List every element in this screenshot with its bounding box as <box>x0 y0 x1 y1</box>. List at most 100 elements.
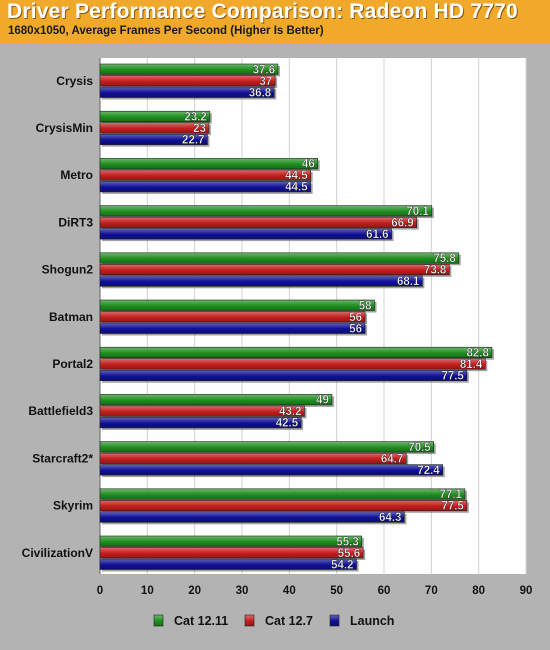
value-label: 77.5 <box>441 371 464 383</box>
bar <box>99 464 443 476</box>
chart-header: Driver Performance Comparison: Radeon HD… <box>0 0 550 44</box>
value-label: 77.1 <box>440 489 463 501</box>
bar <box>99 299 375 311</box>
value-label: 68.1 <box>397 276 420 288</box>
bar <box>99 228 392 240</box>
bar <box>99 452 407 464</box>
bar <box>99 499 468 512</box>
bar <box>99 394 333 406</box>
bar <box>99 169 311 181</box>
legend-swatch <box>244 614 255 627</box>
bar <box>99 369 468 382</box>
value-label: 66.9 <box>391 217 413 229</box>
x-tick-label: 50 <box>330 585 343 597</box>
value-label: 37.6 <box>253 64 275 76</box>
category-label: Batman <box>49 310 93 324</box>
bar <box>99 511 405 523</box>
bar <box>99 158 319 170</box>
value-label: 22.7 <box>182 135 204 147</box>
value-label: 72.4 <box>417 465 440 477</box>
value-label: 58 <box>359 300 372 312</box>
bar <box>99 488 466 500</box>
legend: Cat 12.11 Cat 12.7 Launch <box>153 614 394 628</box>
bar <box>99 75 276 87</box>
category-label: Starcraft2* <box>32 451 93 465</box>
value-label: 82.8 <box>467 348 490 360</box>
bar <box>99 216 417 228</box>
value-label: 55.6 <box>338 548 360 560</box>
value-label: 23 <box>193 123 206 135</box>
bar <box>99 205 433 217</box>
value-label: 70.5 <box>408 442 431 454</box>
bar <box>99 311 366 323</box>
value-label: 64.3 <box>379 512 401 524</box>
category-label: Portal2 <box>52 357 93 371</box>
bar <box>99 441 435 453</box>
category-label: CrysisMin <box>36 121 93 135</box>
legend-swatch <box>153 614 164 627</box>
x-tick-label: 70 <box>425 585 438 597</box>
x-tick-label: 30 <box>236 585 249 597</box>
bar <box>99 86 275 98</box>
value-label: 73.8 <box>424 265 447 277</box>
category-label: DiRT3 <box>58 215 93 229</box>
chart-title: Driver Performance Comparison: Radeon HD… <box>7 0 518 23</box>
bar <box>99 547 364 559</box>
bar <box>99 358 486 370</box>
value-label: 23.2 <box>184 112 206 124</box>
value-label: 46 <box>302 159 315 171</box>
value-label: 43.2 <box>279 406 301 418</box>
x-tick-labels: 0 10 20 30 40 50 60 70 80 90 <box>97 585 533 597</box>
value-labels: 37.63736.823.22322.74644.544.570.166.961… <box>182 64 490 571</box>
value-label: 61.6 <box>366 229 388 241</box>
category-label: Metro <box>60 168 93 182</box>
bar <box>99 405 305 417</box>
value-label: 56 <box>349 323 362 335</box>
value-label: 44.5 <box>285 170 308 182</box>
category-label: Shogun2 <box>42 263 94 277</box>
value-label: 56 <box>349 312 362 324</box>
x-tick-label: 60 <box>378 585 391 597</box>
value-label: 54.2 <box>331 559 353 571</box>
bar <box>99 181 311 193</box>
value-label: 81.4 <box>460 359 483 371</box>
bar <box>99 133 208 145</box>
value-label: 36.8 <box>249 87 272 99</box>
legend-label: Launch <box>350 614 394 628</box>
category-label: Crysis <box>56 74 93 88</box>
bars <box>99 63 494 572</box>
bar <box>99 110 211 122</box>
bar <box>99 63 279 75</box>
category-label: Skyrim <box>53 499 93 513</box>
value-label: 64.7 <box>381 453 403 465</box>
x-tick-label: 90 <box>520 585 533 597</box>
bar <box>99 263 450 276</box>
value-label: 37 <box>259 76 272 88</box>
bar <box>99 252 460 264</box>
bar <box>99 535 363 547</box>
x-tick-label: 40 <box>283 585 296 597</box>
chart-subtitle: 1680x1050, Average Frames Per Second (Hi… <box>8 25 324 37</box>
x-tick-label: 80 <box>472 585 485 597</box>
value-label: 75.8 <box>433 253 456 265</box>
category-label: CivilizationV <box>22 546 93 560</box>
bar <box>99 346 493 359</box>
category-labels: Crysis CrysisMin Metro DiRT3 Shogun2 Batman Po… <box>22 74 94 560</box>
value-label: 49 <box>316 395 329 407</box>
legend-label: Cat 12.11 <box>174 614 228 628</box>
category-label: Battlefield3 <box>28 404 93 418</box>
value-label: 77.5 <box>441 501 464 513</box>
value-label: 70.1 <box>406 206 429 218</box>
bar <box>99 322 366 334</box>
bar <box>99 122 210 134</box>
legend-swatch <box>329 614 340 627</box>
legend-label: Cat 12.7 <box>265 614 313 628</box>
x-tick-label: 20 <box>188 585 201 597</box>
bar <box>99 417 302 429</box>
value-label: 55.3 <box>336 536 358 548</box>
bar <box>99 558 357 570</box>
value-label: 42.5 <box>276 418 299 430</box>
x-tick-label: 10 <box>141 585 154 597</box>
